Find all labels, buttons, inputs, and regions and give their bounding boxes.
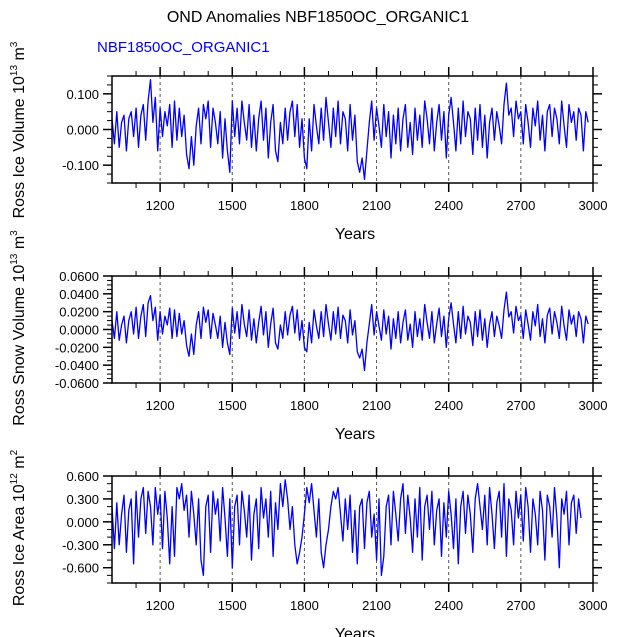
y-tick-label: 0.0400 [59,287,99,302]
y-tick-label: -0.100 [62,158,99,173]
x-tick-label: 1500 [218,598,247,613]
x-tick-label: 1800 [290,398,319,413]
y-tick-label: 0.600 [66,469,99,484]
y-tick-label: 0.100 [66,87,99,102]
x-tick-label: 3000 [579,598,608,613]
x-tick-label: 2100 [362,598,391,613]
x-tick-label: 1200 [146,598,175,613]
x-tick-label: 1500 [218,398,247,413]
y-tick-label: 0.000 [66,123,99,138]
panel-ross-ice-area: 1200 1500 1800 2100 2400 2700 3000 Years 0.600 0.… [9,449,607,637]
y-axis-label: Ross Ice Volume 1013 m3 [9,41,28,218]
panel-ross-ice-volume: 1200 1500 1800 2100 2400 2700 3000 Years 0.100 0.… [9,41,607,243]
x-tick-label: 2400 [434,198,463,213]
y-tick-label: 0.0200 [59,305,99,320]
data-series-line [111,78,589,181]
x-tick-label: 3000 [579,198,608,213]
y-tick-label: 0.0600 [59,269,99,284]
x-tick-label: 3000 [579,398,608,413]
x-tick-label: 2700 [506,198,535,213]
data-series-line [111,479,582,577]
x-axis-label: Years [335,226,375,243]
y-tick-label: -0.0600 [55,376,99,391]
x-tick-label: 2400 [434,398,463,413]
x-axis-label: Years [335,426,375,443]
x-axis-label: Years [335,626,375,637]
x-tick-label: 1800 [290,598,319,613]
y-tick-label: 0.0000 [59,323,99,338]
data-series-line [111,291,589,372]
y-axis-label: Ross Ice Area 1012 m2 [9,449,28,606]
x-tick-label: 2100 [362,198,391,213]
figure-title: OND Anomalies NBF1850OC_ORGANIC1 [167,9,469,26]
x-tick-label: 1800 [290,198,319,213]
x-tick-label: 2700 [506,598,535,613]
y-tick-label: -0.0200 [55,340,99,355]
x-tick-label: 1200 [146,398,175,413]
x-tick-label: 1200 [146,198,175,213]
y-tick-label: -0.600 [62,561,99,576]
y-tick-label: -0.0400 [55,358,99,373]
x-tick-label: 2700 [506,398,535,413]
y-tick-label: 0.000 [66,515,99,530]
x-tick-label: 2400 [434,598,463,613]
series-label: NBF1850OC_ORGANIC1 [97,39,270,56]
x-tick-label: 1500 [218,198,247,213]
y-tick-label: -0.300 [62,538,99,553]
y-axis-label: Ross Snow Volume 1013 m3 [9,230,28,426]
x-tick-label: 2100 [362,398,391,413]
panel-ross-snow-volume: 1200 1500 1800 2100 2400 2700 3000 Years 0.0600 0… [9,230,607,443]
y-tick-label: 0.300 [66,492,99,507]
